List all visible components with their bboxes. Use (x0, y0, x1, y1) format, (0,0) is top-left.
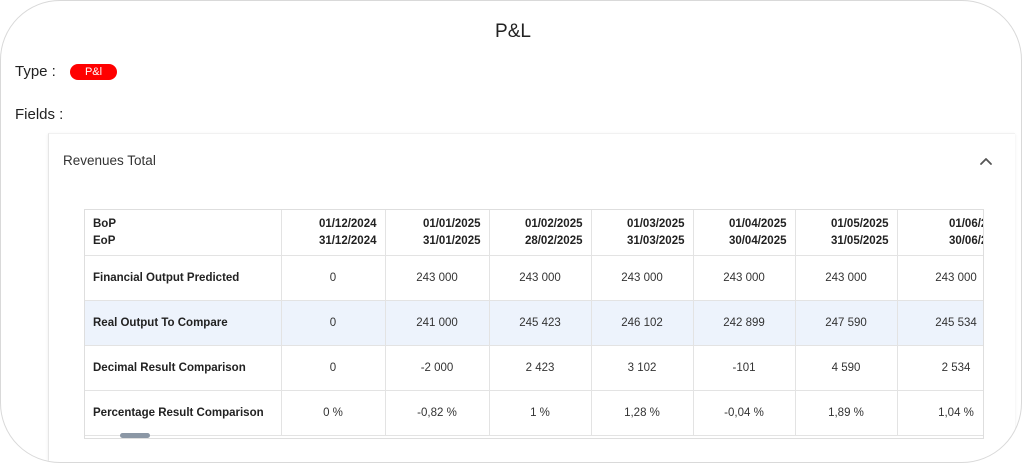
column-eop: 30/04/2025 (728, 234, 787, 247)
row-label: Real Output To Compare (85, 300, 282, 346)
table-cell: 1,04 % (897, 390, 983, 436)
row-label: Percentage Result Comparison (85, 390, 282, 436)
header-eop-label: EoP (93, 234, 116, 247)
table-cell: 1 % (489, 390, 592, 436)
table-cell: 0 (281, 345, 386, 391)
table-cell: -2 000 (385, 345, 490, 391)
header-cell: 01/12/2024 31/12/2024 (281, 210, 386, 256)
header-bop-label: BoP (93, 217, 116, 230)
table-cell: 245 534 (897, 300, 983, 346)
header-cell: 01/03/2025 31/03/2025 (591, 210, 694, 256)
table-cell: 243 000 (897, 255, 983, 301)
fields-label: Fields : (15, 106, 64, 123)
table-cell: 243 000 (693, 255, 796, 301)
row-label: Financial Output Predicted (85, 255, 282, 301)
column-eop: 31/03/2025 (626, 234, 685, 247)
table-row: Real Output To Compare 0 241 000 245 423… (85, 300, 983, 346)
table-cell: 243 000 (591, 255, 694, 301)
column-eop: 30/06/2025 (948, 234, 983, 247)
table-cell: 3 102 (591, 345, 694, 391)
type-label: Type : (15, 63, 56, 80)
table-cell: 246 102 (591, 300, 694, 346)
table-cell: 242 899 (693, 300, 796, 346)
table-cell: 245 423 (489, 300, 592, 346)
header-cell: 01/04/2025 30/04/2025 (693, 210, 796, 256)
header-cell: 01/05/2025 31/05/2025 (795, 210, 898, 256)
table-cell: 0 (281, 300, 386, 346)
page-title: P&L (495, 21, 531, 42)
table-row: Financial Output Predicted 0 243 000 243… (85, 255, 983, 301)
accordion-revenues-total: Revenues Total BoP EoP 01/12/2024 31/12/2… (48, 133, 1015, 462)
table-cell: 0 % (281, 390, 386, 436)
table-cell: 1,28 % (591, 390, 694, 436)
column-eop: 31/05/2025 (830, 234, 889, 247)
header-cell: 01/02/2025 28/02/2025 (489, 210, 592, 256)
horizontal-scrollbar[interactable] (120, 433, 150, 438)
table-cell: 243 000 (385, 255, 490, 301)
column-bop: 01/05/2025 (830, 217, 889, 230)
chevron-up-icon[interactable] (979, 154, 993, 168)
table-cell: 1,89 % (795, 390, 898, 436)
column-bop: 01/12/2024 (318, 217, 377, 230)
table-cell: 2 534 (897, 345, 983, 391)
data-table-container: BoP EoP 01/12/2024 31/12/2024 01/01/2025 3… (84, 209, 984, 439)
table-cell: 247 590 (795, 300, 898, 346)
table-cell: 2 423 (489, 345, 592, 391)
header-cell: 01/01/2025 31/01/2025 (385, 210, 490, 256)
row-label: Decimal Result Comparison (85, 345, 282, 391)
column-bop: 01/02/2025 (524, 217, 583, 230)
table-row: Percentage Result Comparison 0 % -0,82 %… (85, 390, 983, 436)
table-cell: -0,82 % (385, 390, 490, 436)
header-cell: 01/06/2025 30/06/2025 (897, 210, 983, 256)
table-header-row: BoP EoP 01/12/2024 31/12/2024 01/01/2025 3… (85, 210, 983, 256)
column-bop: 01/04/2025 (728, 217, 787, 230)
table-cell: 243 000 (489, 255, 592, 301)
table-cell: 0 (281, 255, 386, 301)
table-cell: -101 (693, 345, 796, 391)
table-cell: 241 000 (385, 300, 490, 346)
table-cell: -0,04 % (693, 390, 796, 436)
table-row: Decimal Result Comparison 0 -2 000 2 423… (85, 345, 983, 391)
accordion-title[interactable]: Revenues Total (63, 153, 156, 168)
column-eop: 28/02/2025 (524, 234, 583, 247)
column-bop: 01/06/2025 (948, 217, 983, 230)
header-cell-bop-eop: BoP EoP (85, 210, 282, 256)
table-cell: 243 000 (795, 255, 898, 301)
column-eop: 31/12/2024 (318, 234, 377, 247)
type-badge: P&l (70, 64, 117, 80)
column-eop: 31/01/2025 (422, 234, 481, 247)
table-cell: 4 590 (795, 345, 898, 391)
column-bop: 01/01/2025 (422, 217, 481, 230)
column-bop: 01/03/2025 (626, 217, 685, 230)
data-table: BoP EoP 01/12/2024 31/12/2024 01/01/2025 3… (85, 210, 983, 436)
